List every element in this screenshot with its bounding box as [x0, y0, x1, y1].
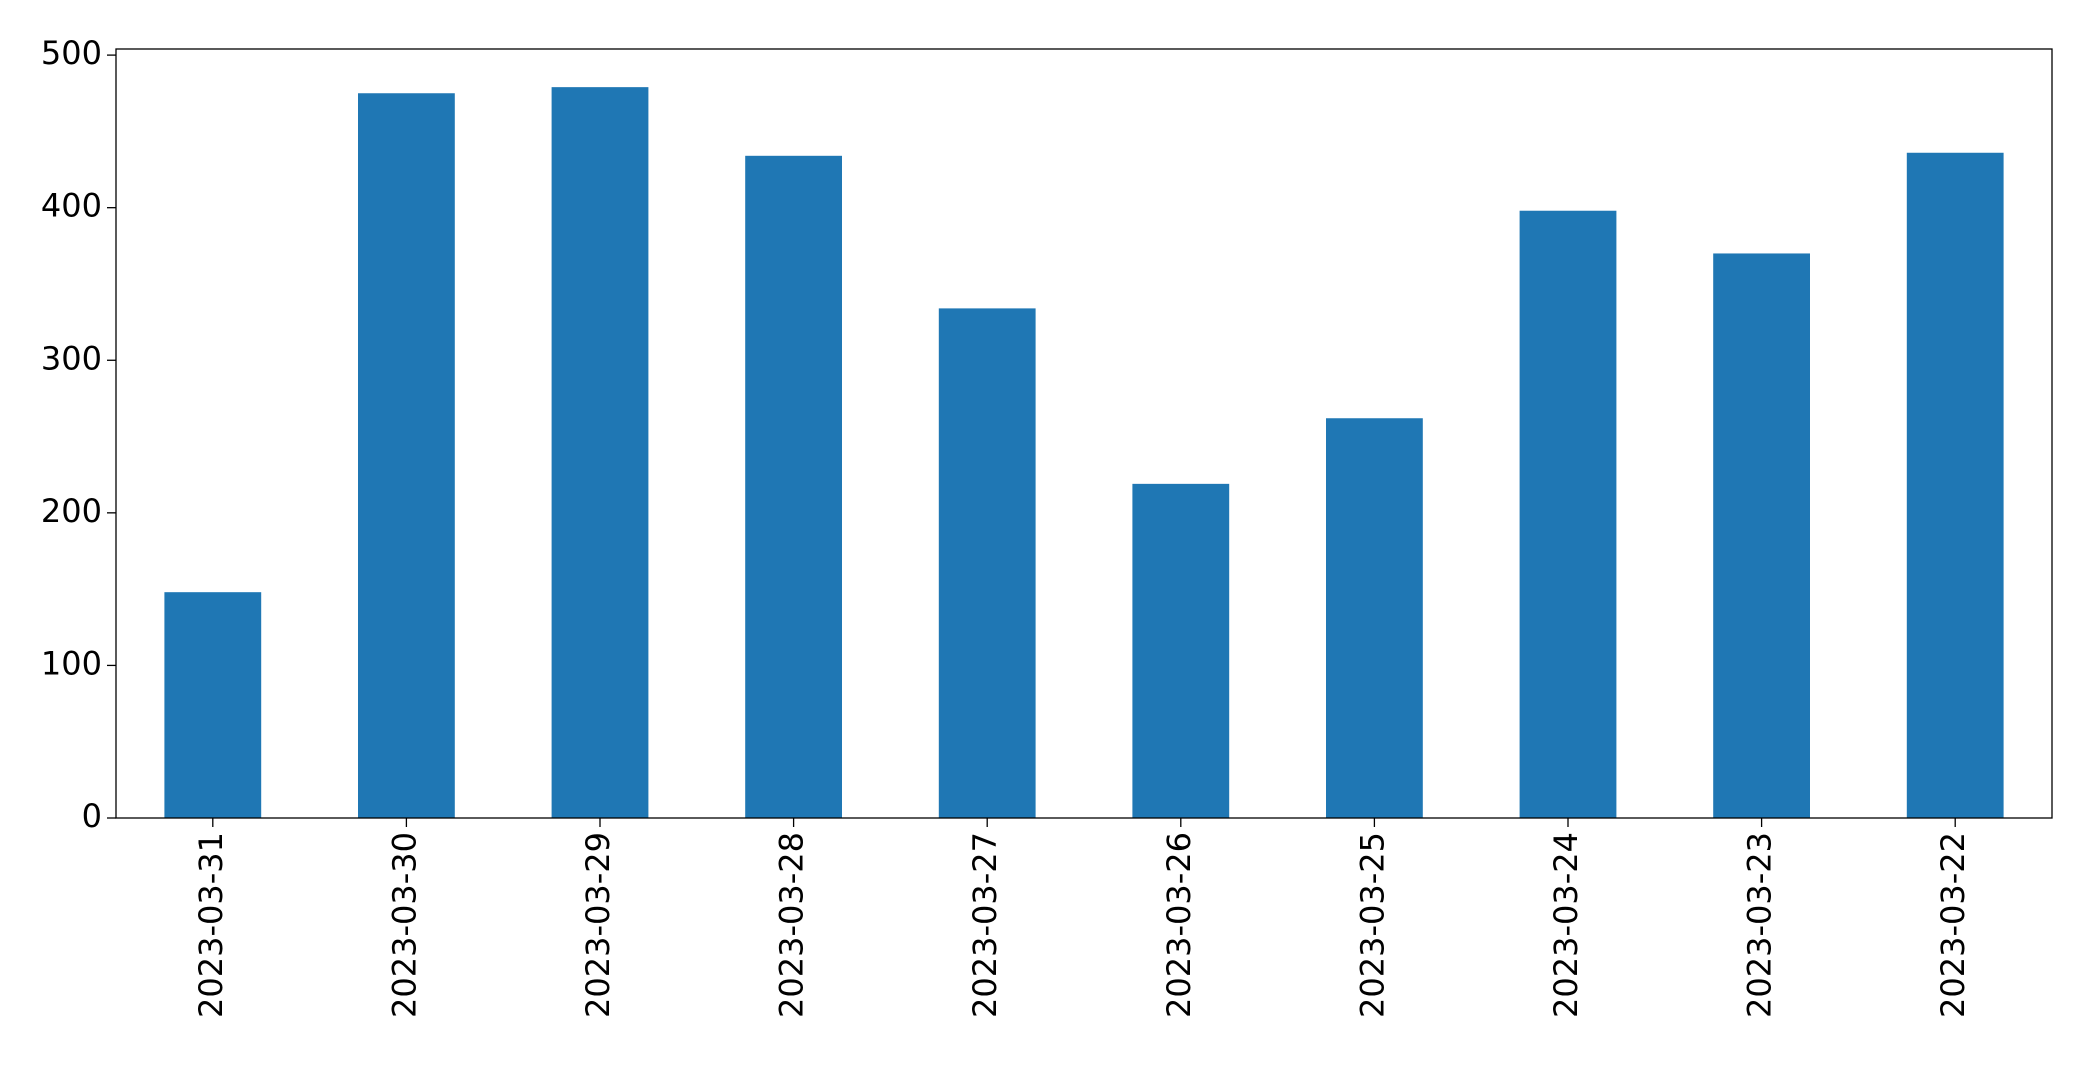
bar [938, 308, 1036, 818]
x-tick-label: 2023-03-31 [192, 832, 230, 1018]
bar [1519, 210, 1617, 818]
bar [1326, 418, 1423, 818]
bar [745, 155, 842, 819]
y-tick-label: 400 [41, 187, 102, 225]
y-tick-label: 500 [41, 34, 102, 72]
y-tick-label: 200 [41, 492, 102, 530]
bar [164, 592, 262, 818]
x-tick-label: 2023-03-30 [385, 832, 423, 1018]
y-tick-label: 100 [41, 644, 102, 682]
x-tick-label: 2023-03-29 [579, 832, 617, 1018]
x-tick-label: 2023-03-22 [1934, 832, 1972, 1018]
y-tick-label: 0 [82, 797, 102, 835]
x-tick-label: 2023-03-23 [1741, 832, 1779, 1018]
y-tick-label: 300 [41, 339, 102, 377]
plot-frame [115, 48, 2053, 819]
x-tick-label: 2023-03-24 [1547, 832, 1585, 1018]
x-tick-label: 2023-03-26 [1160, 832, 1198, 1018]
bar [1132, 483, 1230, 818]
x-tick-label: 2023-03-25 [1353, 832, 1391, 1018]
bar [551, 87, 649, 819]
x-tick-label: 2023-03-28 [773, 832, 811, 1018]
bar [1713, 253, 1810, 818]
bar [358, 93, 455, 818]
x-tick-label: 2023-03-27 [966, 832, 1004, 1018]
bar [1906, 152, 2004, 818]
